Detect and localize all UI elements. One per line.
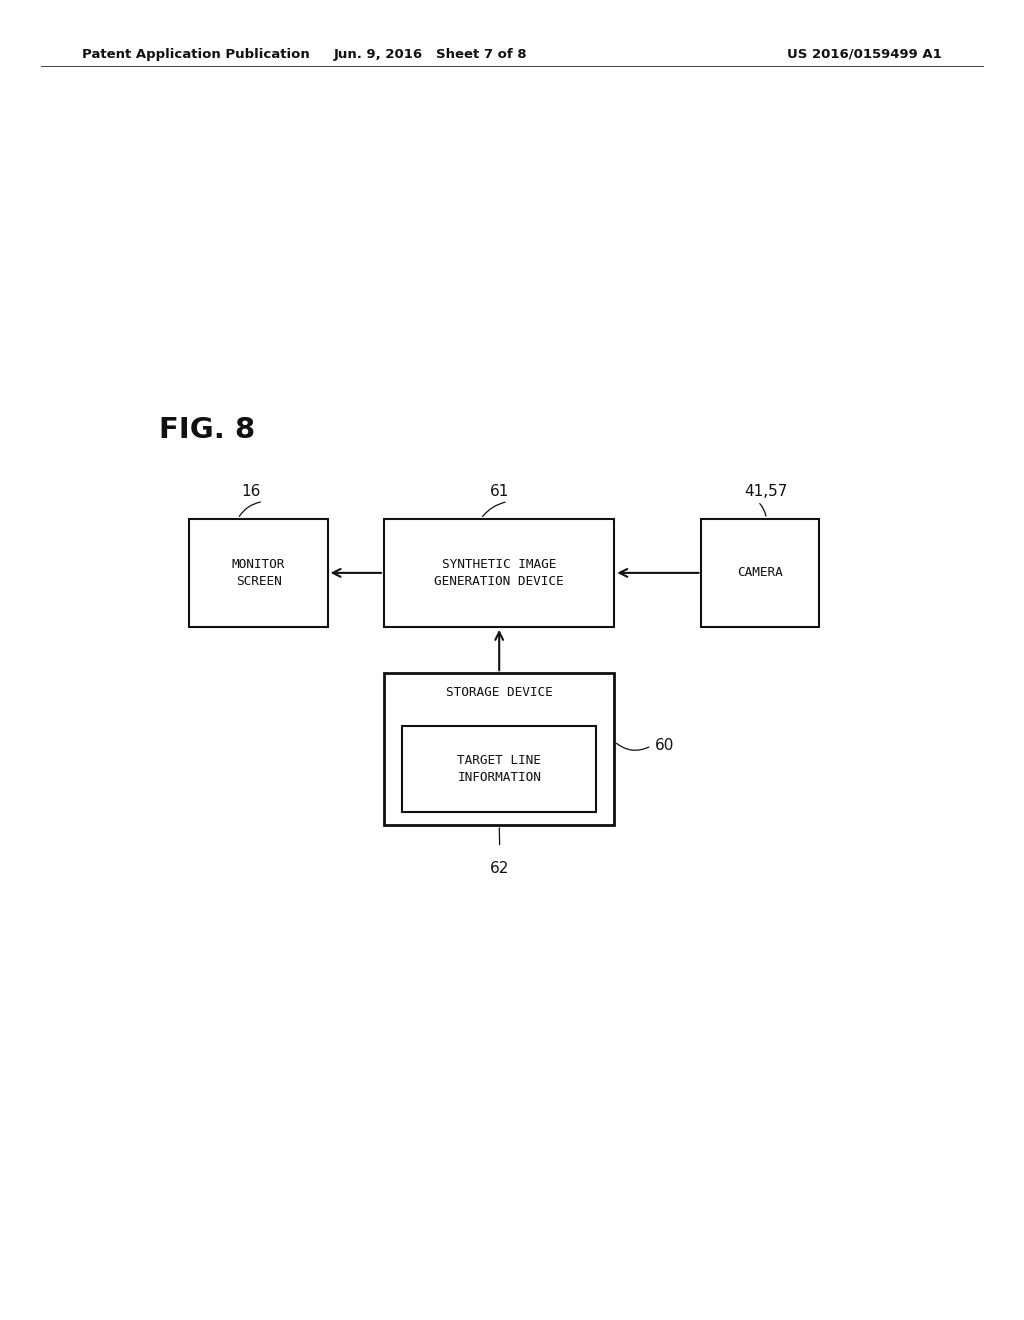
Text: 41,57: 41,57	[744, 484, 787, 499]
Text: STORAGE DEVICE: STORAGE DEVICE	[445, 686, 553, 700]
Text: MONITOR
SCREEN: MONITOR SCREEN	[231, 558, 286, 587]
Text: SYNTHETIC IMAGE
GENERATION DEVICE: SYNTHETIC IMAGE GENERATION DEVICE	[434, 558, 564, 587]
Text: 16: 16	[242, 484, 260, 499]
Text: Jun. 9, 2016   Sheet 7 of 8: Jun. 9, 2016 Sheet 7 of 8	[333, 48, 527, 61]
Text: 62: 62	[490, 861, 509, 875]
Text: TARGET LINE
INFORMATION: TARGET LINE INFORMATION	[458, 754, 541, 784]
Bar	[189, 519, 328, 627]
Bar	[701, 519, 819, 627]
Bar	[402, 726, 596, 812]
Text: FIG. 8: FIG. 8	[159, 416, 255, 444]
Text: US 2016/0159499 A1: US 2016/0159499 A1	[787, 48, 942, 61]
Text: Patent Application Publication: Patent Application Publication	[82, 48, 309, 61]
Text: CAMERA: CAMERA	[737, 566, 783, 579]
Text: 60: 60	[655, 738, 675, 754]
Bar	[384, 673, 614, 825]
Bar	[384, 519, 614, 627]
Text: 61: 61	[490, 484, 509, 499]
